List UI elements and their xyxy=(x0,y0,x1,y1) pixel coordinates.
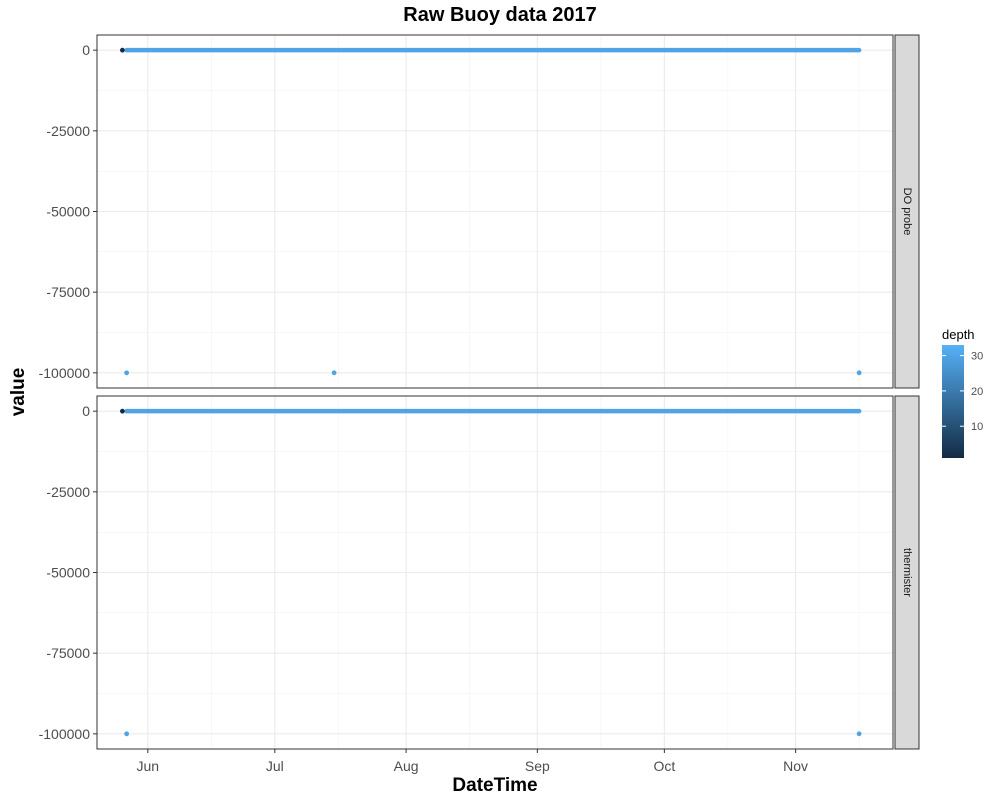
legend-tick-label: 10 xyxy=(971,421,983,433)
legend-colorbar xyxy=(942,345,964,458)
y-tick-label: -75000 xyxy=(46,284,90,300)
x-tick-label: Nov xyxy=(783,758,808,774)
data-point xyxy=(856,731,862,737)
y-tick-label: -75000 xyxy=(46,645,90,661)
data-point xyxy=(124,370,130,376)
legend-tick-label: 30 xyxy=(971,351,983,363)
facet-strip-label: thermister xyxy=(901,548,913,597)
legend-tick-label: 20 xyxy=(971,386,983,398)
x-tick-label: Oct xyxy=(653,758,675,774)
x-tick-label: Sep xyxy=(525,758,550,774)
x-axis-title: DateTime xyxy=(452,775,538,796)
legend-title: depth xyxy=(942,327,975,342)
x-tick-label: Jun xyxy=(137,758,160,774)
y-tick-label: 0 xyxy=(82,403,90,419)
y-tick-label: -100000 xyxy=(39,726,91,742)
y-tick-label: -25000 xyxy=(46,123,90,139)
y-tick-label: -50000 xyxy=(46,204,90,220)
data-point-shallow xyxy=(120,408,125,414)
y-tick-label: 0 xyxy=(82,42,90,58)
y-tick-label: -100000 xyxy=(39,365,91,381)
data-point xyxy=(124,731,130,737)
facet-strip-label: DO probe xyxy=(901,188,913,236)
x-tick-label: Aug xyxy=(394,758,419,774)
facet-strip xyxy=(894,34,920,389)
y-tick-label: -25000 xyxy=(46,484,90,500)
facet-strip xyxy=(894,395,920,750)
y-axis-title: value xyxy=(8,367,29,417)
y-tick-label: -50000 xyxy=(46,565,90,581)
data-point xyxy=(331,370,337,376)
data-point-shallow xyxy=(120,47,125,53)
data-point xyxy=(856,370,862,376)
x-tick-label: Jul xyxy=(266,758,284,774)
chart-title: Raw Buoy data 2017 xyxy=(403,4,597,26)
